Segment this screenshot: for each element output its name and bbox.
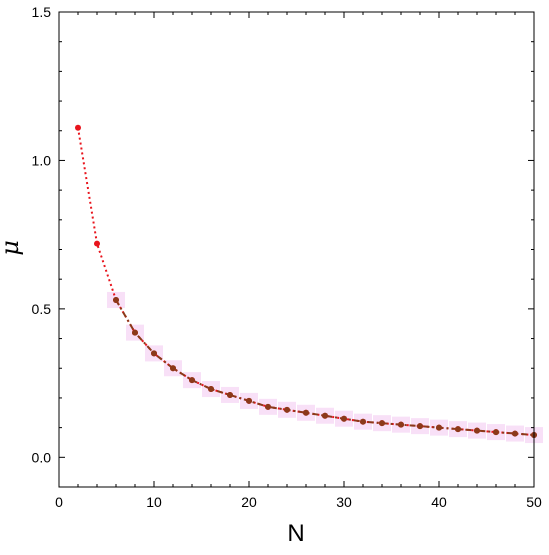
y-tick-label: 0.5 bbox=[32, 301, 52, 317]
x-axis-label: N bbox=[287, 520, 304, 547]
data-point-series-1 bbox=[436, 424, 442, 431]
data-point-series-1 bbox=[246, 397, 252, 404]
series-points bbox=[75, 124, 537, 439]
y-tick-label: 1.0 bbox=[32, 152, 52, 168]
y-tick-label: 1.5 bbox=[32, 4, 52, 20]
data-point-series-1 bbox=[303, 409, 309, 416]
data-point-series-1 bbox=[113, 296, 119, 303]
data-point-series-1 bbox=[132, 329, 138, 336]
data-point-series-0 bbox=[94, 240, 100, 247]
data-point-series-1 bbox=[455, 426, 461, 433]
x-tick-label: 40 bbox=[431, 494, 447, 510]
x-tick-label: 20 bbox=[241, 494, 257, 510]
data-point-series-1 bbox=[360, 418, 366, 425]
x-tick-label: 50 bbox=[526, 494, 542, 510]
data-point-series-1 bbox=[512, 430, 518, 437]
y-axis-ticks: 0.0 0.5 1.0 1.5 bbox=[32, 4, 534, 488]
y-axis-label: μ bbox=[0, 240, 24, 256]
data-point-series-1 bbox=[417, 423, 423, 430]
x-axis-ticks: 0 10 20 30 40 50 bbox=[55, 12, 542, 510]
data-point-series-1 bbox=[151, 350, 157, 357]
x-tick-label: 10 bbox=[146, 494, 162, 510]
data-point-series-1 bbox=[322, 412, 328, 419]
data-point-series-1 bbox=[265, 403, 271, 410]
x-tick-label: 0 bbox=[55, 494, 63, 510]
data-point-series-0 bbox=[75, 124, 81, 131]
data-point-series-1 bbox=[189, 377, 195, 384]
data-point-series-1 bbox=[170, 365, 176, 372]
data-point-series-1 bbox=[284, 406, 290, 413]
data-point-series-1 bbox=[227, 391, 233, 398]
x-tick-label: 30 bbox=[336, 494, 352, 510]
y-tick-label: 0.0 bbox=[32, 449, 52, 465]
data-point-series-1 bbox=[379, 420, 385, 427]
data-point-series-1 bbox=[341, 415, 347, 422]
data-point-series-1 bbox=[474, 427, 480, 434]
data-point-series-1 bbox=[208, 386, 214, 393]
data-point-series-1 bbox=[493, 429, 499, 436]
data-point-series-1 bbox=[398, 421, 404, 428]
